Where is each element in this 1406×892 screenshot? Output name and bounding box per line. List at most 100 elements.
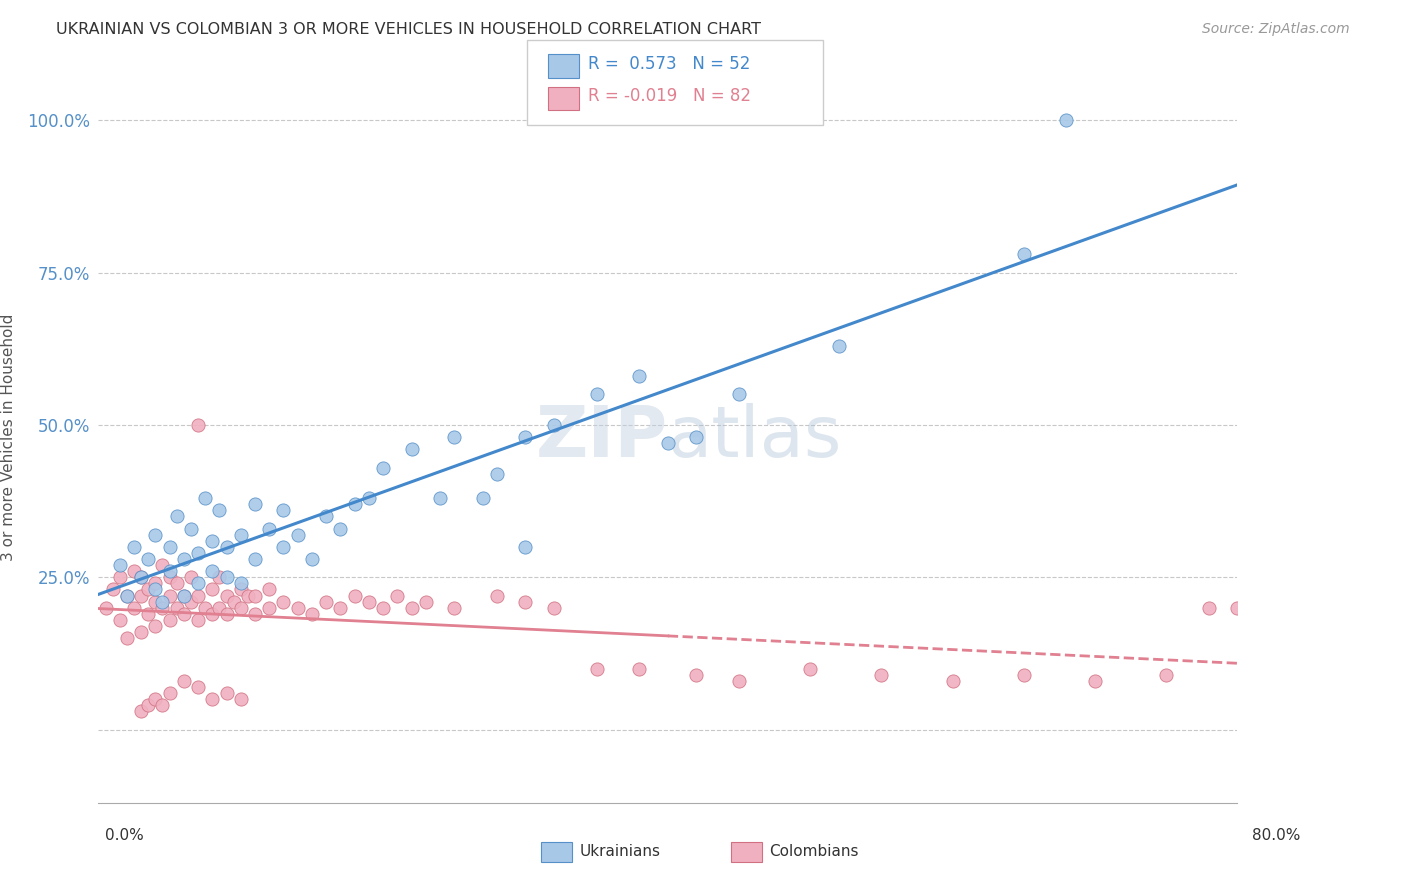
Point: [315, 509, 337, 524]
Point: [1084, 673, 1107, 688]
Point: [122, 540, 145, 554]
Point: [201, 564, 224, 578]
Point: [273, 503, 295, 517]
Point: [343, 589, 366, 603]
Point: [486, 589, 509, 603]
Point: [301, 607, 323, 621]
Text: Ukrainians: Ukrainians: [579, 845, 661, 859]
Point: [287, 527, 309, 541]
Point: [115, 589, 138, 603]
Point: [208, 503, 231, 517]
Point: [371, 600, 394, 615]
Point: [159, 613, 181, 627]
Point: [166, 576, 188, 591]
Point: [129, 705, 152, 719]
Point: [870, 667, 893, 681]
Point: [215, 686, 238, 700]
Point: [259, 582, 281, 597]
Point: [287, 600, 309, 615]
Point: [201, 692, 224, 706]
Point: [1012, 247, 1035, 261]
Point: [243, 589, 266, 603]
Point: [215, 589, 238, 603]
Point: [515, 540, 537, 554]
Point: [108, 613, 131, 627]
Point: [343, 497, 366, 511]
Point: [515, 594, 537, 608]
Point: [215, 607, 238, 621]
Point: [101, 582, 124, 597]
Point: [543, 600, 565, 615]
Point: [152, 594, 174, 608]
Point: [187, 546, 209, 560]
Point: [222, 594, 245, 608]
Point: [243, 552, 266, 566]
Point: [194, 600, 217, 615]
Point: [471, 491, 494, 505]
Point: [443, 600, 465, 615]
Point: [152, 600, 174, 615]
Point: [180, 570, 202, 584]
Point: [159, 540, 181, 554]
Point: [443, 430, 465, 444]
Point: [159, 686, 181, 700]
Point: [187, 589, 209, 603]
Point: [329, 600, 352, 615]
Text: 80.0%: 80.0%: [1253, 828, 1301, 843]
Point: [215, 540, 238, 554]
Point: [145, 619, 167, 633]
Point: [329, 521, 352, 535]
Point: [136, 552, 159, 566]
Point: [166, 600, 188, 615]
Point: [129, 625, 152, 640]
Point: [187, 576, 209, 591]
Point: [166, 509, 188, 524]
Point: [173, 589, 195, 603]
Point: [187, 417, 209, 432]
Point: [585, 387, 607, 401]
Point: [94, 600, 117, 615]
Point: [728, 673, 751, 688]
Point: [728, 387, 751, 401]
Point: [401, 600, 423, 615]
Point: [187, 680, 209, 694]
Point: [108, 558, 131, 573]
Text: atlas: atlas: [668, 402, 842, 472]
Point: [201, 607, 224, 621]
Point: [543, 417, 565, 432]
Point: [145, 527, 167, 541]
Point: [173, 589, 195, 603]
Text: Colombians: Colombians: [769, 845, 859, 859]
Point: [685, 667, 707, 681]
Point: [152, 698, 174, 713]
Point: [371, 460, 394, 475]
Text: UKRAINIAN VS COLOMBIAN 3 OR MORE VEHICLES IN HOUSEHOLD CORRELATION CHART: UKRAINIAN VS COLOMBIAN 3 OR MORE VEHICLE…: [56, 22, 761, 37]
Point: [208, 570, 231, 584]
Point: [152, 558, 174, 573]
Point: [415, 594, 437, 608]
Point: [387, 589, 409, 603]
Point: [429, 491, 451, 505]
Point: [208, 600, 231, 615]
Point: [136, 607, 159, 621]
Point: [129, 570, 152, 584]
Point: [129, 589, 152, 603]
Point: [159, 564, 181, 578]
Point: [108, 570, 131, 584]
Point: [1198, 600, 1220, 615]
Point: [145, 594, 167, 608]
Point: [799, 662, 821, 676]
Point: [486, 467, 509, 481]
Point: [243, 497, 266, 511]
Text: Source: ZipAtlas.com: Source: ZipAtlas.com: [1202, 22, 1350, 37]
Point: [259, 600, 281, 615]
Point: [1056, 113, 1078, 128]
Point: [159, 589, 181, 603]
Point: [229, 527, 252, 541]
Point: [628, 662, 651, 676]
Point: [115, 632, 138, 646]
Point: [136, 698, 159, 713]
Point: [229, 692, 252, 706]
Point: [628, 369, 651, 384]
Point: [585, 662, 607, 676]
